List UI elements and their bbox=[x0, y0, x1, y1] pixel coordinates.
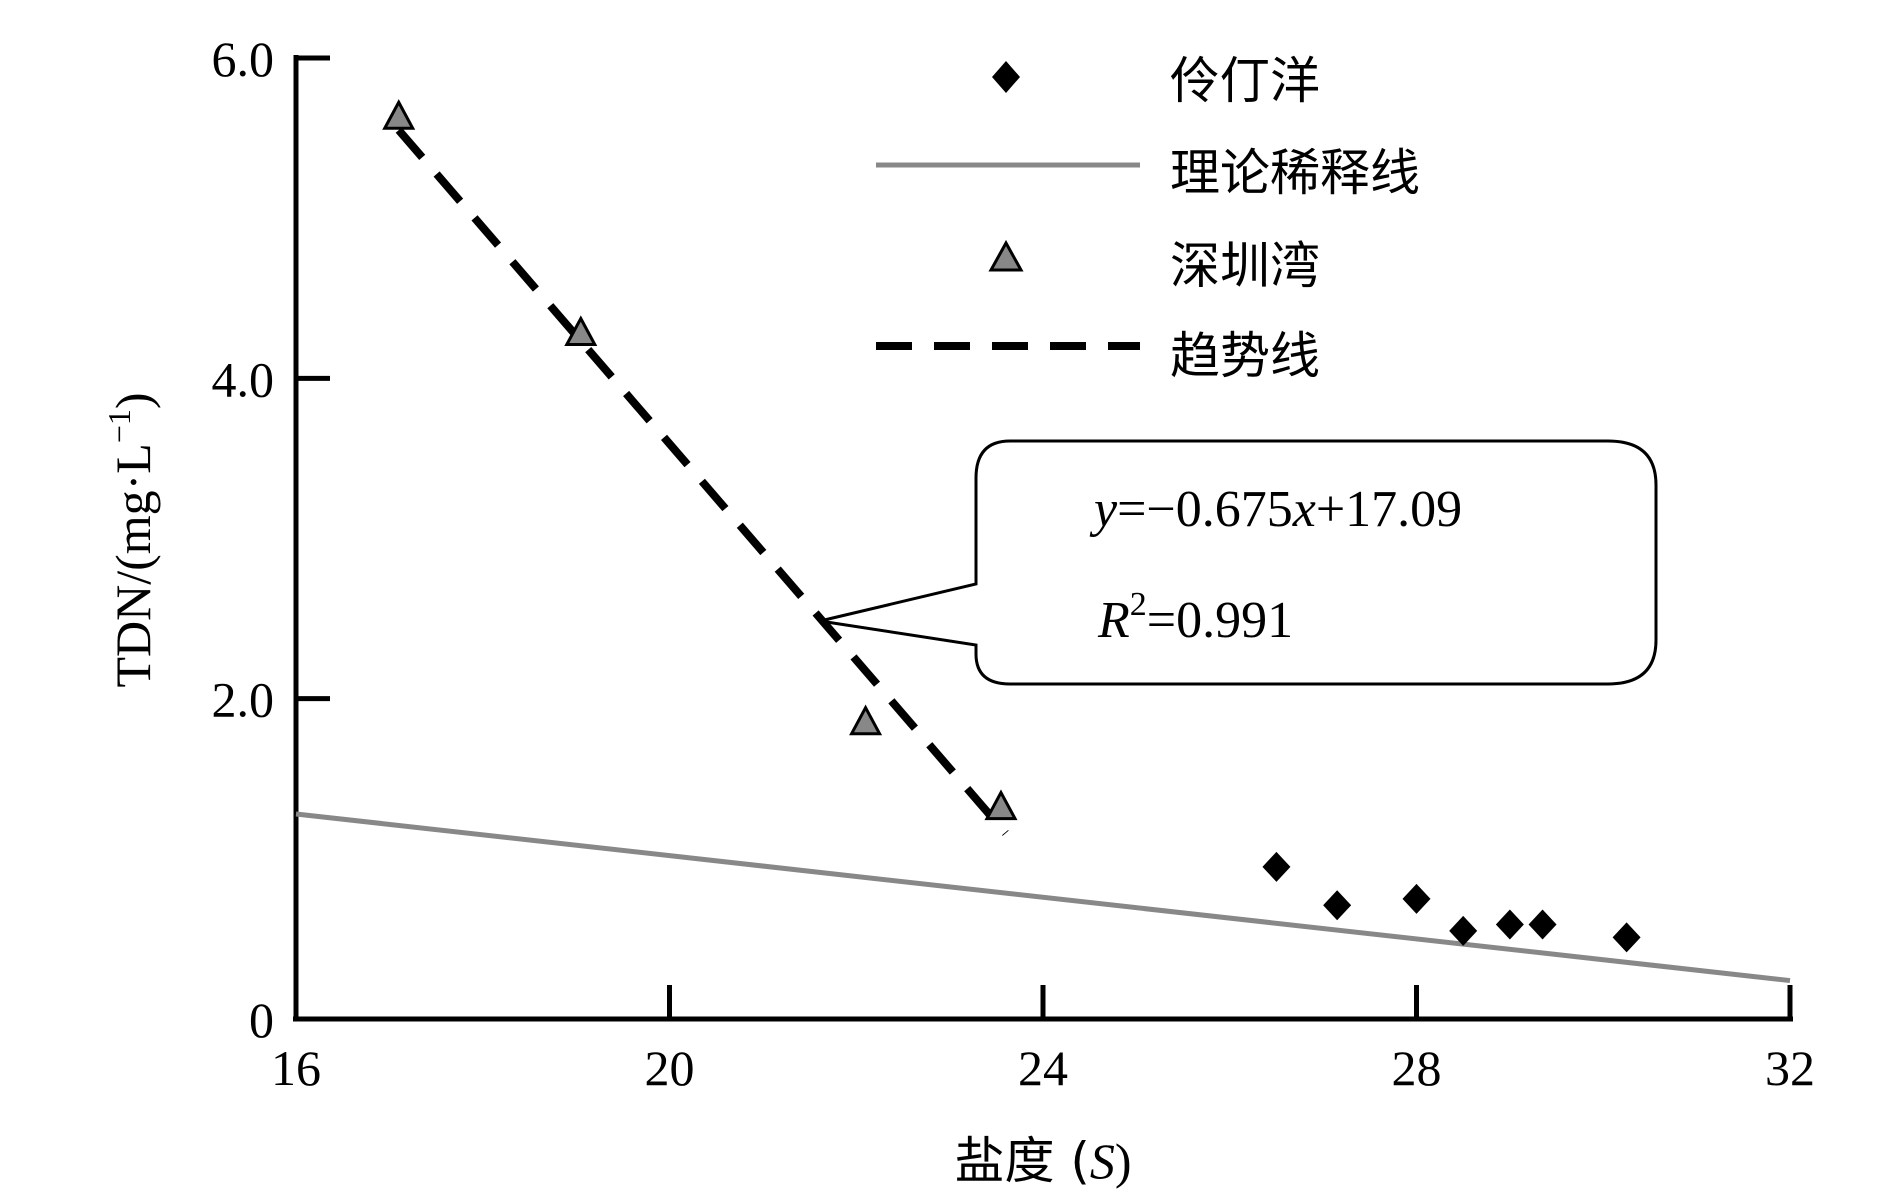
lingdingyang-point bbox=[1402, 883, 1431, 914]
legend-label-trend-line: 趋势线 bbox=[1170, 327, 1320, 385]
legend: 伶仃洋 理论稀释线 深圳湾 趋势线 bbox=[876, 52, 1420, 385]
regression-callout: y=−0.675x+17.09 R2=0.991 bbox=[819, 439, 1658, 686]
legend-label-theory-line: 理论稀释线 bbox=[1170, 144, 1420, 202]
legend-diamond-icon bbox=[992, 61, 1020, 93]
x-tick-label: 32 bbox=[1765, 1040, 1815, 1096]
legend-item-shenzhenwan: 深圳湾 bbox=[988, 237, 1320, 295]
y-axis-ticks: 0 2.0 4.0 6.0 bbox=[212, 31, 330, 1048]
lingdingyang-points bbox=[1262, 851, 1641, 953]
x-tick-label: 28 bbox=[1392, 1040, 1442, 1096]
lingdingyang-point bbox=[1495, 909, 1524, 940]
legend-label-shenzhenwan: 深圳湾 bbox=[1170, 237, 1320, 295]
y-axis-label: TDN/(mg·L−1) bbox=[101, 392, 161, 687]
y-tick-label: 6.0 bbox=[212, 31, 275, 87]
callout-bubble bbox=[819, 439, 1658, 686]
lingdingyang-point bbox=[1528, 909, 1557, 940]
r-squared: R2=0.991 bbox=[1097, 586, 1293, 649]
lingdingyang-point bbox=[1612, 922, 1641, 953]
theory-dilution-line bbox=[295, 811, 1791, 984]
trend-line-segment bbox=[395, 127, 1009, 836]
y-tick-label: 4.0 bbox=[212, 351, 275, 407]
x-axis-label: 盐度 (S) bbox=[954, 1132, 1131, 1190]
legend-label-lingdingyang: 伶仃洋 bbox=[1170, 52, 1320, 110]
shenzhenwan-points bbox=[382, 99, 1018, 821]
lingdingyang-point bbox=[1262, 851, 1291, 882]
legend-item-theory-line: 理论稀释线 bbox=[876, 144, 1420, 202]
shenzhenwan-point bbox=[984, 789, 1018, 821]
legend-triangle-icon bbox=[988, 239, 1024, 272]
shenzhenwan-point bbox=[564, 315, 598, 346]
theory-line-segment bbox=[295, 811, 1791, 984]
legend-item-trend-line: 趋势线 bbox=[876, 327, 1320, 385]
x-tick-label: 20 bbox=[645, 1040, 695, 1096]
trend-line bbox=[395, 127, 1009, 836]
x-axis-ticks: 16 20 24 28 32 bbox=[271, 985, 1815, 1096]
x-tick-label: 16 bbox=[271, 1040, 321, 1096]
y-tick-label: 0 bbox=[249, 992, 274, 1048]
x-tick-label: 24 bbox=[1018, 1040, 1068, 1096]
regression-equation: y=−0.675x+17.09 bbox=[1089, 481, 1462, 538]
shenzhenwan-point bbox=[382, 99, 416, 130]
shenzhenwan-point bbox=[849, 704, 883, 736]
lingdingyang-point bbox=[1449, 915, 1478, 946]
legend-item-lingdingyang: 伶仃洋 bbox=[992, 52, 1320, 110]
lingdingyang-point bbox=[1323, 890, 1352, 921]
y-tick-label: 2.0 bbox=[212, 672, 275, 728]
